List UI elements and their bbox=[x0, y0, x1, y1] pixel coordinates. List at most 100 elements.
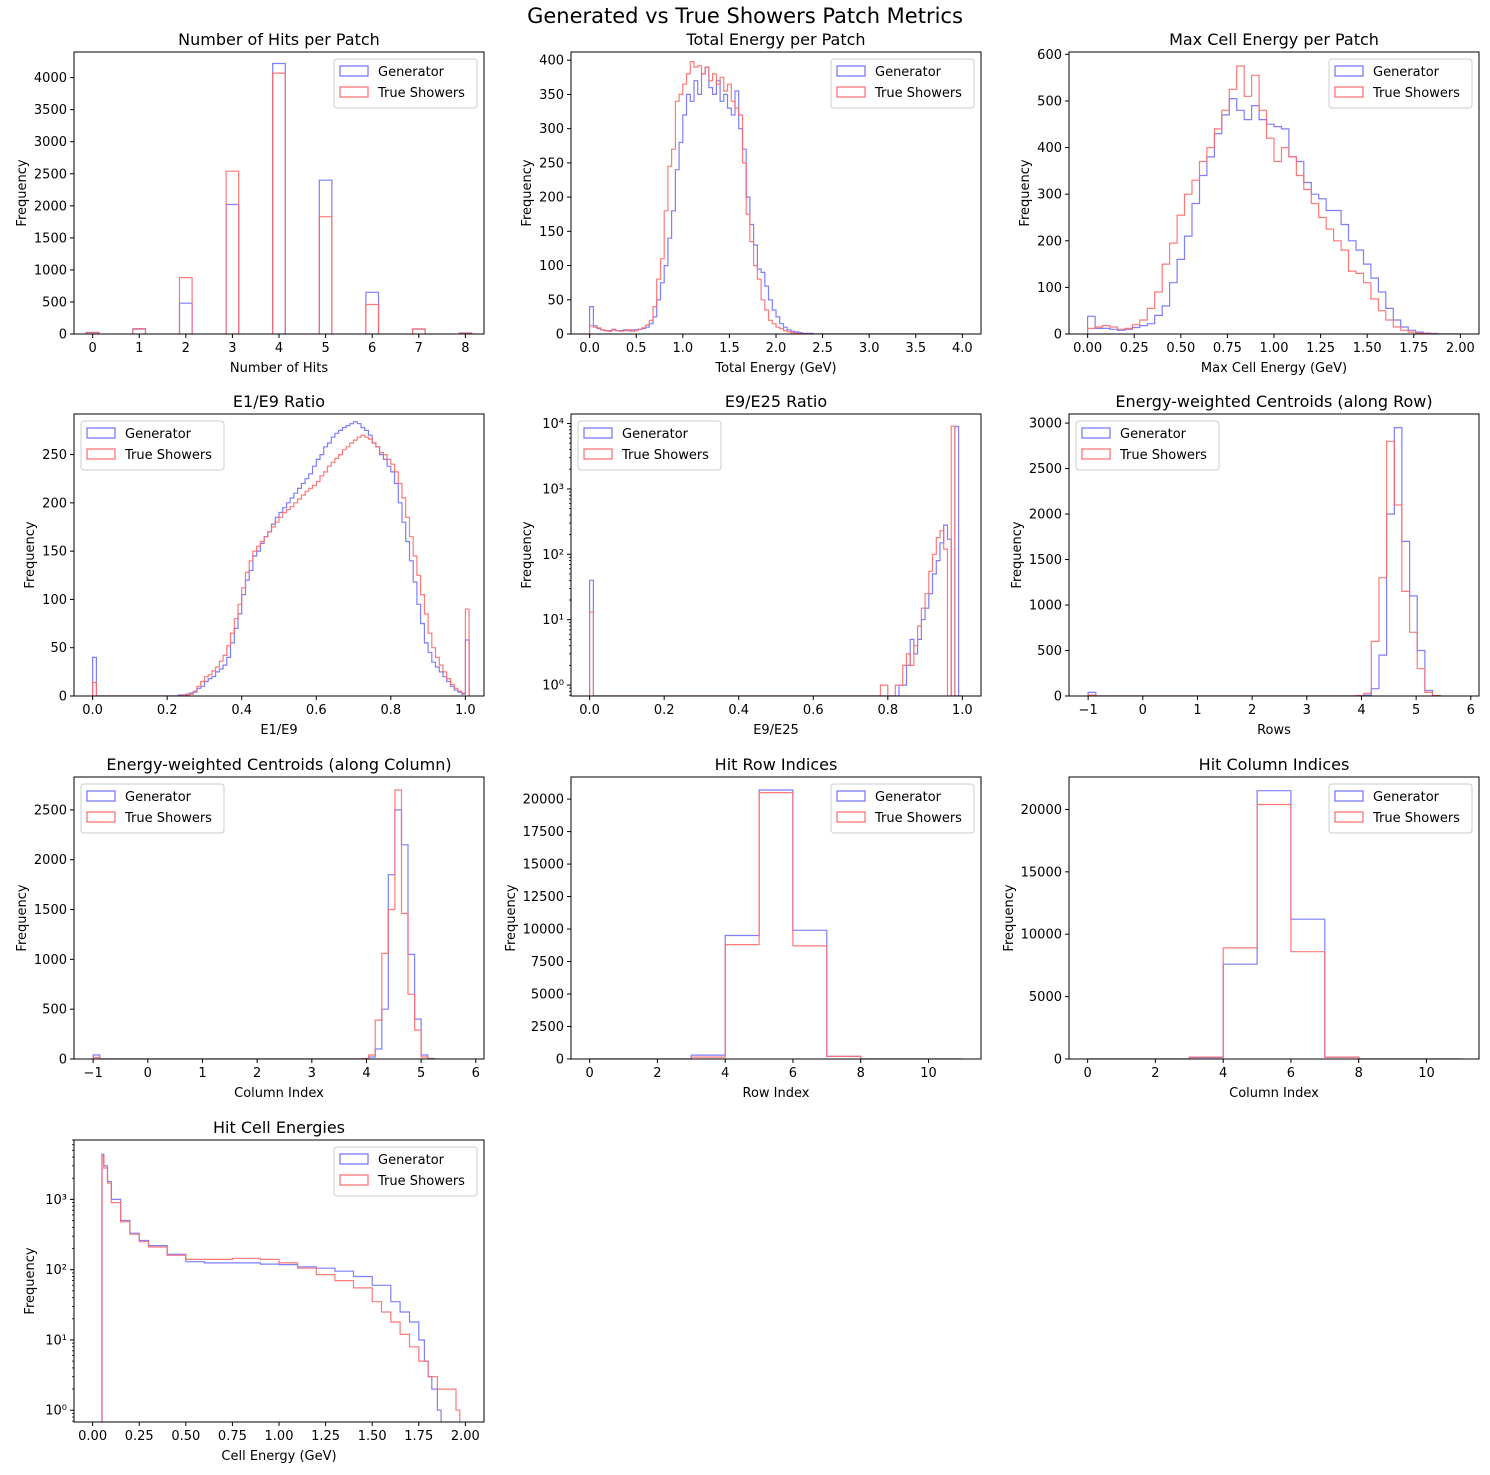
x-axis-label: Column Index bbox=[234, 1086, 324, 1101]
y-tick-label: 10³ bbox=[542, 482, 564, 497]
series-true-showers-bar bbox=[411, 328, 426, 334]
subplot-8: 0 2 4 6 8 10 0 2500 5000 7500 10000 12500 15000 17500… bbox=[504, 755, 982, 1101]
y-tick-label: 600 bbox=[1037, 48, 1062, 63]
x-axis-label: Cell Energy (GeV) bbox=[221, 1449, 336, 1464]
x-tick-label: 0.00 bbox=[78, 1429, 107, 1444]
legend-label: Generator bbox=[875, 790, 942, 805]
y-tick-label: 2500 bbox=[1029, 462, 1062, 477]
series-true-showers bbox=[589, 792, 963, 1059]
series-true-showers-bar bbox=[272, 72, 286, 334]
y-tick-label: 0 bbox=[1054, 328, 1062, 343]
legend-swatch bbox=[836, 86, 866, 98]
plot-area bbox=[1087, 790, 1461, 1059]
series-true-showers bbox=[1087, 440, 1441, 696]
subplot-3: 0.00 0.25 0.50 0.75 1.00 1.25 1.50 1.75 2.00 0 100… bbox=[1018, 30, 1480, 376]
legend-label: True Showers bbox=[1119, 448, 1207, 463]
x-axis-label: Column Index bbox=[1229, 1086, 1319, 1101]
x-tick-label: 5 bbox=[417, 1066, 425, 1081]
x-tick-label: 2.00 bbox=[1446, 341, 1475, 356]
y-tick-label: 400 bbox=[539, 54, 564, 69]
legend-label: True Showers bbox=[621, 448, 709, 463]
x-tick-label: 0.4 bbox=[231, 703, 252, 718]
legend-swatch bbox=[339, 1153, 369, 1165]
y-tick-label: 250 bbox=[42, 448, 67, 463]
y-tick-label: 200 bbox=[1037, 234, 1062, 249]
y-tick-label: 1000 bbox=[34, 263, 67, 278]
legend-label: Generator bbox=[1373, 65, 1440, 80]
y-axis-label: Frequency bbox=[1010, 521, 1025, 588]
legend: Generator True Showers bbox=[333, 1146, 478, 1197]
y-tick-label: 0 bbox=[59, 690, 67, 705]
plot-area bbox=[589, 61, 963, 334]
x-tick-label: 0.0 bbox=[82, 703, 103, 718]
legend-swatch bbox=[1081, 448, 1111, 460]
y-axis-label: Frequency bbox=[504, 884, 519, 951]
y-axis-label: Frequency bbox=[15, 884, 30, 951]
y-tick-label: 100 bbox=[1037, 281, 1062, 296]
y-tick-label: 150 bbox=[539, 225, 564, 240]
series-true-showers-bar bbox=[365, 303, 380, 334]
legend-box bbox=[577, 420, 722, 471]
legend-label: Generator bbox=[1373, 790, 1440, 805]
subplot-title: Energy-weighted Centroids (along Row) bbox=[1115, 392, 1432, 411]
y-tick-label: 2000 bbox=[34, 853, 67, 868]
series-generator bbox=[589, 425, 963, 696]
legend-label: Generator bbox=[378, 65, 445, 80]
series-true-showers-bar bbox=[132, 328, 147, 334]
y-axis-label: Frequency bbox=[15, 159, 30, 226]
series-generator-bar bbox=[272, 62, 286, 334]
x-tick-label: 1.0 bbox=[952, 703, 973, 718]
subplot-title: Total Energy per Patch bbox=[685, 30, 865, 49]
legend: Generator True Showers bbox=[1328, 783, 1473, 834]
x-tick-label: 0.5 bbox=[626, 341, 647, 356]
x-tick-label: 0.00 bbox=[1073, 341, 1102, 356]
legend-swatch bbox=[1334, 86, 1364, 98]
y-tick-label: 10000 bbox=[523, 923, 564, 938]
x-tick-label: 10 bbox=[1418, 1066, 1435, 1081]
y-tick-label: 100 bbox=[42, 593, 67, 608]
x-tick-label: 8 bbox=[1355, 1066, 1363, 1081]
x-tick-label: 2 bbox=[253, 1066, 261, 1081]
plot-area bbox=[92, 421, 470, 696]
x-tick-label: 0.0 bbox=[579, 341, 600, 356]
x-tick-label: 4 bbox=[362, 1066, 370, 1081]
y-tick-label: 500 bbox=[1037, 94, 1062, 109]
y-tick-label: 0 bbox=[1054, 1053, 1062, 1068]
series-true-showers bbox=[92, 789, 435, 1059]
series-true-showers-bar bbox=[178, 277, 193, 334]
x-tick-label: 1 bbox=[1193, 703, 1201, 718]
series-true-showers bbox=[589, 425, 963, 696]
x-tick-label: 10 bbox=[920, 1066, 937, 1081]
x-tick-label: 0.25 bbox=[1120, 341, 1149, 356]
y-tick-label: 300 bbox=[1037, 188, 1062, 203]
x-tick-label: 0 bbox=[1083, 1066, 1091, 1081]
x-axis-label: Rows bbox=[1257, 723, 1291, 738]
x-tick-label: 4 bbox=[1219, 1066, 1227, 1081]
x-tick-label: 3.5 bbox=[905, 341, 926, 356]
y-tick-label: 4000 bbox=[34, 71, 67, 86]
legend-swatch bbox=[836, 790, 866, 802]
legend-box bbox=[80, 783, 225, 834]
x-axis-label: E1/E9 bbox=[260, 723, 297, 738]
subplot-2: 0.0 0.5 1.0 1.5 2.0 2.5 3.0 3.5 4.0 0 50 100 150 200 2… bbox=[520, 30, 982, 376]
y-tick-label: 3500 bbox=[34, 103, 67, 118]
y-tick-label: 0 bbox=[556, 1053, 564, 1068]
x-tick-label: 0.25 bbox=[125, 1429, 154, 1444]
y-tick-label: 200 bbox=[42, 496, 67, 511]
legend-box bbox=[1075, 420, 1220, 471]
x-tick-label: −1 bbox=[1079, 703, 1098, 718]
x-tick-label: 1.75 bbox=[1399, 341, 1428, 356]
legend-label: True Showers bbox=[874, 811, 962, 826]
subplot-title: E1/E9 Ratio bbox=[233, 392, 325, 411]
x-tick-label: 0.6 bbox=[803, 703, 824, 718]
y-tick-label: 10² bbox=[542, 548, 564, 563]
legend-swatch bbox=[86, 427, 116, 439]
y-tick-label: 0 bbox=[59, 1053, 67, 1068]
y-tick-label: 5000 bbox=[1029, 990, 1062, 1005]
y-tick-label: 10⁴ bbox=[542, 417, 564, 432]
legend: Generator True Showers bbox=[830, 783, 975, 834]
y-tick-label: 300 bbox=[539, 122, 564, 137]
x-tick-label: 1 bbox=[135, 341, 143, 356]
legend-label: True Showers bbox=[377, 86, 465, 101]
